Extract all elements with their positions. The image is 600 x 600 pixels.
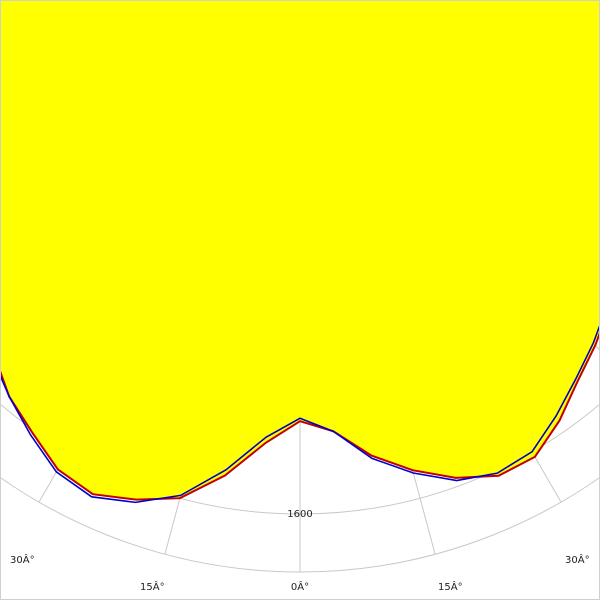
data-layer — [0, 0, 600, 504]
angle-label: 15Â° — [140, 580, 165, 593]
angle-label: 15Â° — [438, 580, 463, 593]
series-red-curve — [0, 0, 600, 501]
angle-label: 30Â° — [565, 553, 590, 566]
angle-label: 0Â° — [291, 580, 309, 593]
angle-label: 30Â° — [10, 553, 35, 566]
series-blue-curve — [0, 322, 600, 504]
radial-tick-label: 1600 — [287, 509, 312, 520]
